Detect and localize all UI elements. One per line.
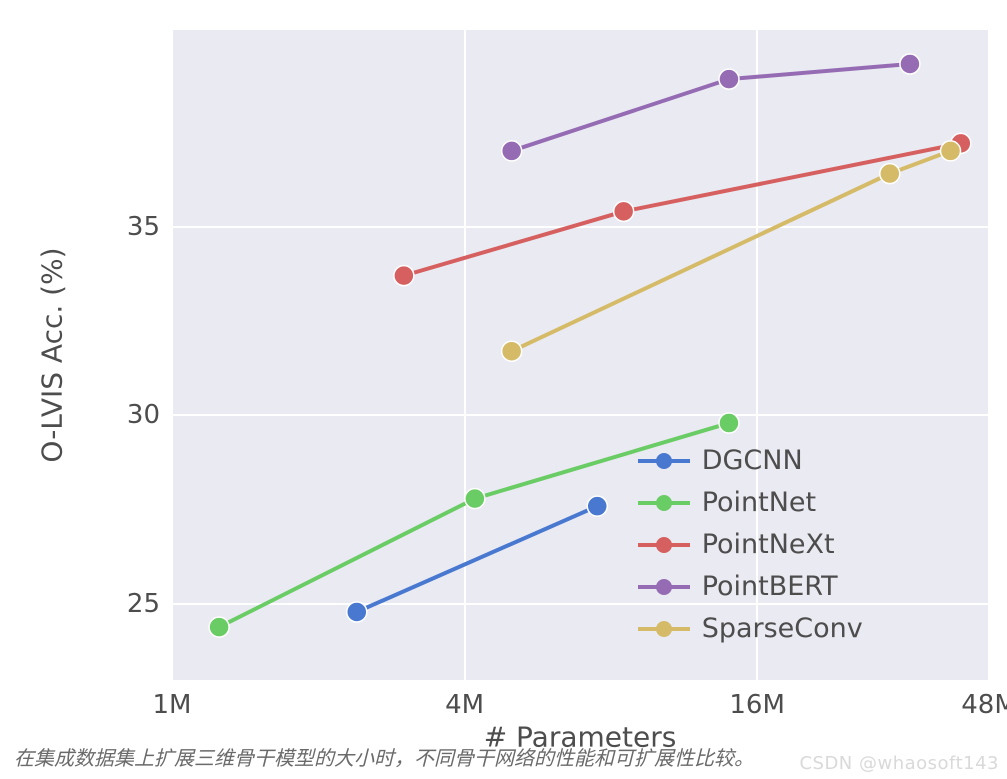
- series-line: [357, 506, 597, 612]
- legend-item: PointBERT: [638, 566, 863, 608]
- y-tick-label: 35: [100, 212, 160, 242]
- series-line: [512, 64, 910, 151]
- legend-item: DGCNN: [638, 440, 863, 482]
- series-marker: [394, 266, 414, 286]
- series-marker: [209, 617, 229, 637]
- x-tick-label: 4M: [445, 690, 484, 720]
- legend-swatch: [638, 566, 690, 608]
- x-tick-label: 1M: [153, 690, 192, 720]
- series-line: [404, 143, 961, 275]
- legend-label: PointNet: [702, 487, 816, 518]
- legend-swatch: [638, 482, 690, 524]
- legend: DGCNN PointNet PointNeXt PointBERT SparseCon…: [638, 440, 863, 650]
- y-tick-label: 30: [100, 400, 160, 430]
- legend-label: DGCNN: [702, 445, 803, 476]
- legend-swatch: [638, 608, 690, 650]
- series-marker: [941, 141, 961, 161]
- series-marker: [614, 201, 634, 221]
- series-marker: [900, 54, 920, 74]
- x-tick-label: 16M: [729, 690, 785, 720]
- legend-item: SparseConv: [638, 608, 863, 650]
- series-marker: [502, 141, 522, 161]
- y-tick-label: 25: [100, 589, 160, 619]
- series-marker: [880, 164, 900, 184]
- legend-label: PointNeXt: [702, 529, 835, 560]
- series-marker: [587, 496, 607, 516]
- series-marker: [502, 341, 522, 361]
- caption: 在集成数据集上扩展三维骨干模型的大小时，不同骨干网络的性能和可扩展性比较。: [14, 742, 754, 771]
- plot-area: DGCNN PointNet PointNeXt PointBERT SparseCon…: [172, 30, 989, 680]
- x-tick-label: 48M: [961, 690, 1007, 720]
- legend-label: PointBERT: [702, 571, 838, 602]
- series-marker: [719, 69, 739, 89]
- legend-item: PointNeXt: [638, 524, 863, 566]
- figure: DGCNN PointNet PointNeXt PointBERT SparseCon…: [0, 0, 1007, 779]
- legend-swatch: [638, 440, 690, 482]
- chart-svg: [172, 30, 989, 680]
- legend-label: SparseConv: [702, 613, 863, 644]
- series-marker: [719, 413, 739, 433]
- series-marker: [347, 602, 367, 622]
- y-axis-label: O-LVIS Acc. (%): [36, 247, 69, 462]
- legend-swatch: [638, 524, 690, 566]
- watermark: CSDN @whaosoft143: [799, 753, 999, 774]
- series-marker: [465, 489, 485, 509]
- legend-item: PointNet: [638, 482, 863, 524]
